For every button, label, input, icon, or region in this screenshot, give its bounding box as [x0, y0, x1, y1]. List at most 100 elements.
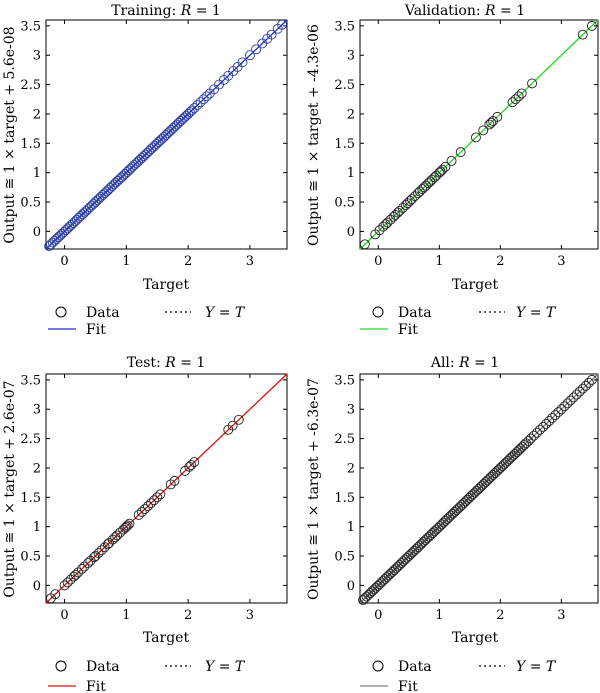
- legend-identity-label: Y = T: [205, 305, 246, 321]
- y-axis-label: Output ≅ 1 × target + -4.3e-06: [306, 24, 322, 246]
- data-point: [486, 117, 497, 128]
- data-point: [57, 228, 68, 239]
- data-point: [70, 569, 81, 580]
- data-point: [499, 459, 509, 470]
- data-point: [523, 435, 534, 446]
- x-tick-label: 1: [122, 608, 130, 623]
- data-point: [71, 214, 82, 225]
- data-point: [550, 410, 561, 421]
- data-point: [440, 515, 451, 526]
- legend-identity-label: Y = T: [205, 659, 246, 675]
- data-point: [86, 200, 97, 211]
- data-point: [413, 542, 423, 553]
- data-point: [122, 520, 133, 531]
- data-point: [97, 190, 108, 200]
- data-point: [45, 239, 56, 250]
- data-point: [510, 94, 521, 105]
- data-point: [144, 145, 155, 156]
- y-tick-label: 1.5: [20, 491, 41, 506]
- data-point: [389, 565, 400, 576]
- legend-data-label: Data: [86, 659, 120, 675]
- data-point: [143, 501, 153, 512]
- data-point: [470, 132, 481, 143]
- data-point: [83, 558, 93, 569]
- x-tick-label: 1: [435, 608, 443, 623]
- panel-validation: Validation: R = 1 0 1 2 3 0 0.5 1 1.5 2 2.5 3 3.5 T…: [306, 3, 599, 338]
- data-point: [70, 216, 80, 227]
- data-point: [164, 126, 175, 137]
- data-point: [358, 595, 369, 606]
- data-point: [420, 535, 431, 546]
- data-point: [469, 487, 480, 498]
- data-point: [88, 198, 99, 209]
- plot-area: 0 1 2 3 0 0.5 1 1.5 2 2.5 3 3.5: [20, 19, 288, 269]
- x-axis-label: Target: [143, 630, 190, 646]
- data-point: [49, 235, 60, 246]
- data-point: [398, 556, 409, 567]
- data-point: [73, 212, 84, 223]
- data-point: [107, 181, 118, 192]
- data-point: [491, 466, 502, 477]
- data-point: [383, 570, 394, 581]
- data-point: [151, 138, 162, 149]
- x-tick-label: 0: [374, 254, 382, 269]
- panel-title: Validation: R = 1: [404, 3, 525, 19]
- x-tick-label: 3: [557, 608, 565, 623]
- data-point: [233, 414, 244, 425]
- data-point: [458, 498, 469, 509]
- data-point: [484, 119, 495, 130]
- data-point: [508, 450, 519, 461]
- data-point: [541, 418, 552, 429]
- legend: Data Fit Y = T: [48, 305, 246, 338]
- data-point: [170, 121, 181, 132]
- data-point: [525, 433, 536, 444]
- data-point: [110, 177, 121, 188]
- data-point: [507, 97, 518, 108]
- x-tick-label: 3: [246, 254, 254, 269]
- data-point: [76, 563, 87, 574]
- data-point: [532, 427, 542, 438]
- data-point: [146, 498, 157, 509]
- y-tick-label: 1: [33, 166, 41, 181]
- y-tick-label: 0: [33, 579, 41, 594]
- plot-area: 0 1 2 3 0 0.5 1 1.5 2 2.5 3 3.5: [334, 19, 599, 269]
- data-point: [528, 430, 539, 441]
- data-point: [444, 512, 455, 523]
- data-point: [372, 581, 383, 591]
- data-point: [466, 491, 477, 502]
- data-point: [502, 455, 513, 466]
- x-axis-label: Target: [452, 277, 499, 293]
- data-point: [391, 563, 401, 574]
- data-point: [169, 475, 180, 486]
- data-point: [437, 164, 448, 175]
- data-point: [553, 407, 564, 418]
- data-point: [405, 549, 416, 560]
- data-point: [75, 211, 86, 222]
- data-point: [121, 521, 132, 532]
- data-point: [431, 524, 442, 535]
- panel-all: All: R = 1 0 1 2 3 0 0.5 1 1.5 2 2.5 3 3.5 Target O…: [306, 355, 599, 693]
- data-point: [134, 154, 145, 165]
- panel-test: Test: R = 1 0 1 2 300.511.522.533.5 Target …: [2, 355, 288, 693]
- data-point: [186, 105, 197, 116]
- data-point: [73, 567, 84, 578]
- data-point: [478, 478, 489, 489]
- data-point: [146, 144, 157, 155]
- data-point: [369, 584, 379, 595]
- y-tick-label: 1.5: [334, 137, 355, 152]
- data-point: [127, 161, 138, 172]
- data-point: [142, 147, 153, 158]
- data-point: [370, 582, 381, 593]
- data-point: [482, 475, 493, 486]
- data-point: [492, 111, 503, 122]
- data-point: [177, 114, 188, 125]
- data-point: [417, 184, 428, 195]
- data-point: [363, 589, 374, 600]
- data-point: [583, 377, 594, 388]
- legend: Data Fit Y = T: [48, 659, 246, 693]
- legend: Data Fit Y = T: [360, 305, 557, 338]
- data-point: [251, 44, 262, 55]
- data-point: [380, 573, 390, 584]
- legend-fit-label: Fit: [86, 679, 106, 693]
- data-point: [467, 489, 478, 500]
